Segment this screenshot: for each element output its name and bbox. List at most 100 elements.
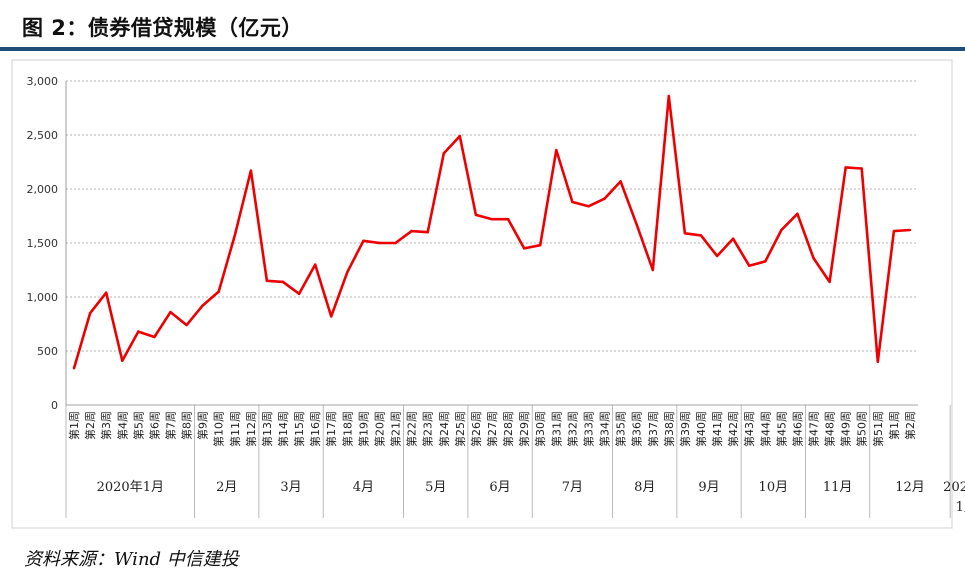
data-point: [362, 239, 365, 243]
x-tick-label: 第14周: [276, 411, 290, 447]
x-tick-label: 第27周: [485, 411, 499, 447]
data-point: [812, 256, 815, 260]
data-point: [603, 197, 606, 200]
x-tick-label: 第8周: [180, 411, 194, 440]
x-tick-label: 第49周: [839, 411, 853, 447]
data-point: [474, 213, 478, 217]
x-tick-label: 第2周: [83, 411, 97, 440]
data-point: [88, 312, 92, 315]
x-tick-label: 第19周: [356, 411, 370, 447]
data-point: [828, 280, 831, 284]
data-point: [378, 241, 381, 245]
x-tick-label: 第17周: [324, 411, 338, 447]
x-tick-label: 第38周: [662, 411, 676, 447]
source-note: 资料来源：Wind 中信建投: [24, 549, 239, 570]
x-tick-label: 第28周: [501, 411, 515, 447]
x-tick-label: 第30周: [533, 411, 547, 447]
x-tick-label: 第45周: [774, 411, 788, 447]
figure-title: 图 2：债券借贷规模（亿元）: [22, 16, 303, 40]
x-tick-label: 第20周: [372, 411, 386, 447]
data-point: [458, 134, 462, 138]
data-point: [555, 148, 558, 152]
data-point: [715, 254, 719, 258]
data-point: [104, 291, 108, 294]
x-tick-label: 第1周: [67, 411, 81, 440]
x-tick-label: 第48周: [823, 411, 837, 447]
month-label: 9月: [698, 480, 719, 495]
data-point: [699, 234, 703, 237]
data-point: [764, 260, 767, 263]
y-tick-label: 1,500: [27, 237, 59, 250]
data-point: [233, 234, 236, 237]
x-tick-label: 第21周: [389, 411, 403, 447]
data-point: [539, 243, 542, 247]
x-tick-label: 第16周: [308, 411, 322, 447]
data-point: [426, 231, 429, 234]
y-tick-label: 1,000: [27, 291, 59, 304]
x-tick-label: 第47周: [807, 411, 821, 447]
x-tick-label: 第39周: [678, 411, 692, 447]
data-point: [780, 228, 783, 232]
x-tick-label: 第44周: [758, 411, 772, 447]
data-point: [410, 229, 413, 233]
data-point: [667, 94, 671, 98]
x-tick-label: 第25周: [453, 411, 467, 447]
data-point: [169, 310, 172, 314]
x-tick-label: 第42周: [726, 411, 740, 447]
x-tick-label: 第32周: [565, 411, 579, 447]
x-tick-label: 第35周: [614, 411, 628, 447]
data-point: [490, 218, 494, 221]
data-point: [72, 367, 76, 370]
data-point: [121, 359, 124, 362]
month-label: 8月: [634, 480, 655, 495]
data-point: [330, 315, 333, 318]
x-tick-label: 第12周: [244, 411, 258, 447]
month-label: 3月: [280, 480, 301, 495]
x-tick-label: 第51周: [871, 411, 885, 447]
x-tick-label: 第1周: [887, 411, 901, 440]
x-tick-label: 第11周: [228, 411, 242, 447]
data-point: [908, 228, 912, 232]
series-line: [72, 94, 911, 369]
month-label: 12月: [895, 480, 925, 495]
title-rule: [0, 47, 965, 51]
data-point: [522, 247, 526, 250]
data-point: [651, 268, 654, 272]
x-tick-label: 第50周: [855, 411, 869, 447]
data-point: [892, 229, 896, 233]
x-tick-label: 第29周: [517, 411, 531, 447]
data-point: [201, 304, 204, 307]
x-tick-label: 第13周: [260, 411, 274, 447]
y-tick-label: 0: [51, 399, 58, 412]
x-tick-label: 第41周: [710, 411, 724, 447]
data-point: [619, 180, 622, 183]
x-tick-label: 第43周: [742, 411, 756, 447]
data-point: [506, 218, 510, 221]
data-point: [313, 263, 317, 266]
x-tick-label: 第2周: [903, 411, 917, 440]
x-tick-label: 第9周: [196, 411, 210, 440]
data-point: [844, 166, 847, 169]
data-point: [860, 167, 863, 170]
x-tick-label: 第7周: [163, 411, 177, 440]
x-tick-label: 第33周: [581, 411, 595, 447]
x-tick-label: 第26周: [469, 411, 483, 447]
chart-frame: [11, 59, 953, 529]
data-point: [153, 335, 156, 339]
data-point: [731, 237, 735, 240]
data-point: [394, 241, 397, 245]
month-label: 5月: [425, 480, 446, 495]
y-tick-label: 3,000: [27, 75, 59, 88]
data-point: [297, 292, 301, 295]
data-point: [265, 279, 269, 282]
data-point: [683, 232, 687, 235]
month-label: 7月: [562, 480, 583, 495]
data-point: [571, 200, 574, 204]
x-tick-label: 第15周: [292, 411, 306, 447]
x-tick-label: 第10周: [212, 411, 226, 447]
x-tick-label: 第36周: [630, 411, 644, 447]
data-point: [137, 330, 140, 333]
x-tick-label: 第24周: [437, 411, 451, 447]
x-tick-label: 第46周: [790, 411, 804, 447]
